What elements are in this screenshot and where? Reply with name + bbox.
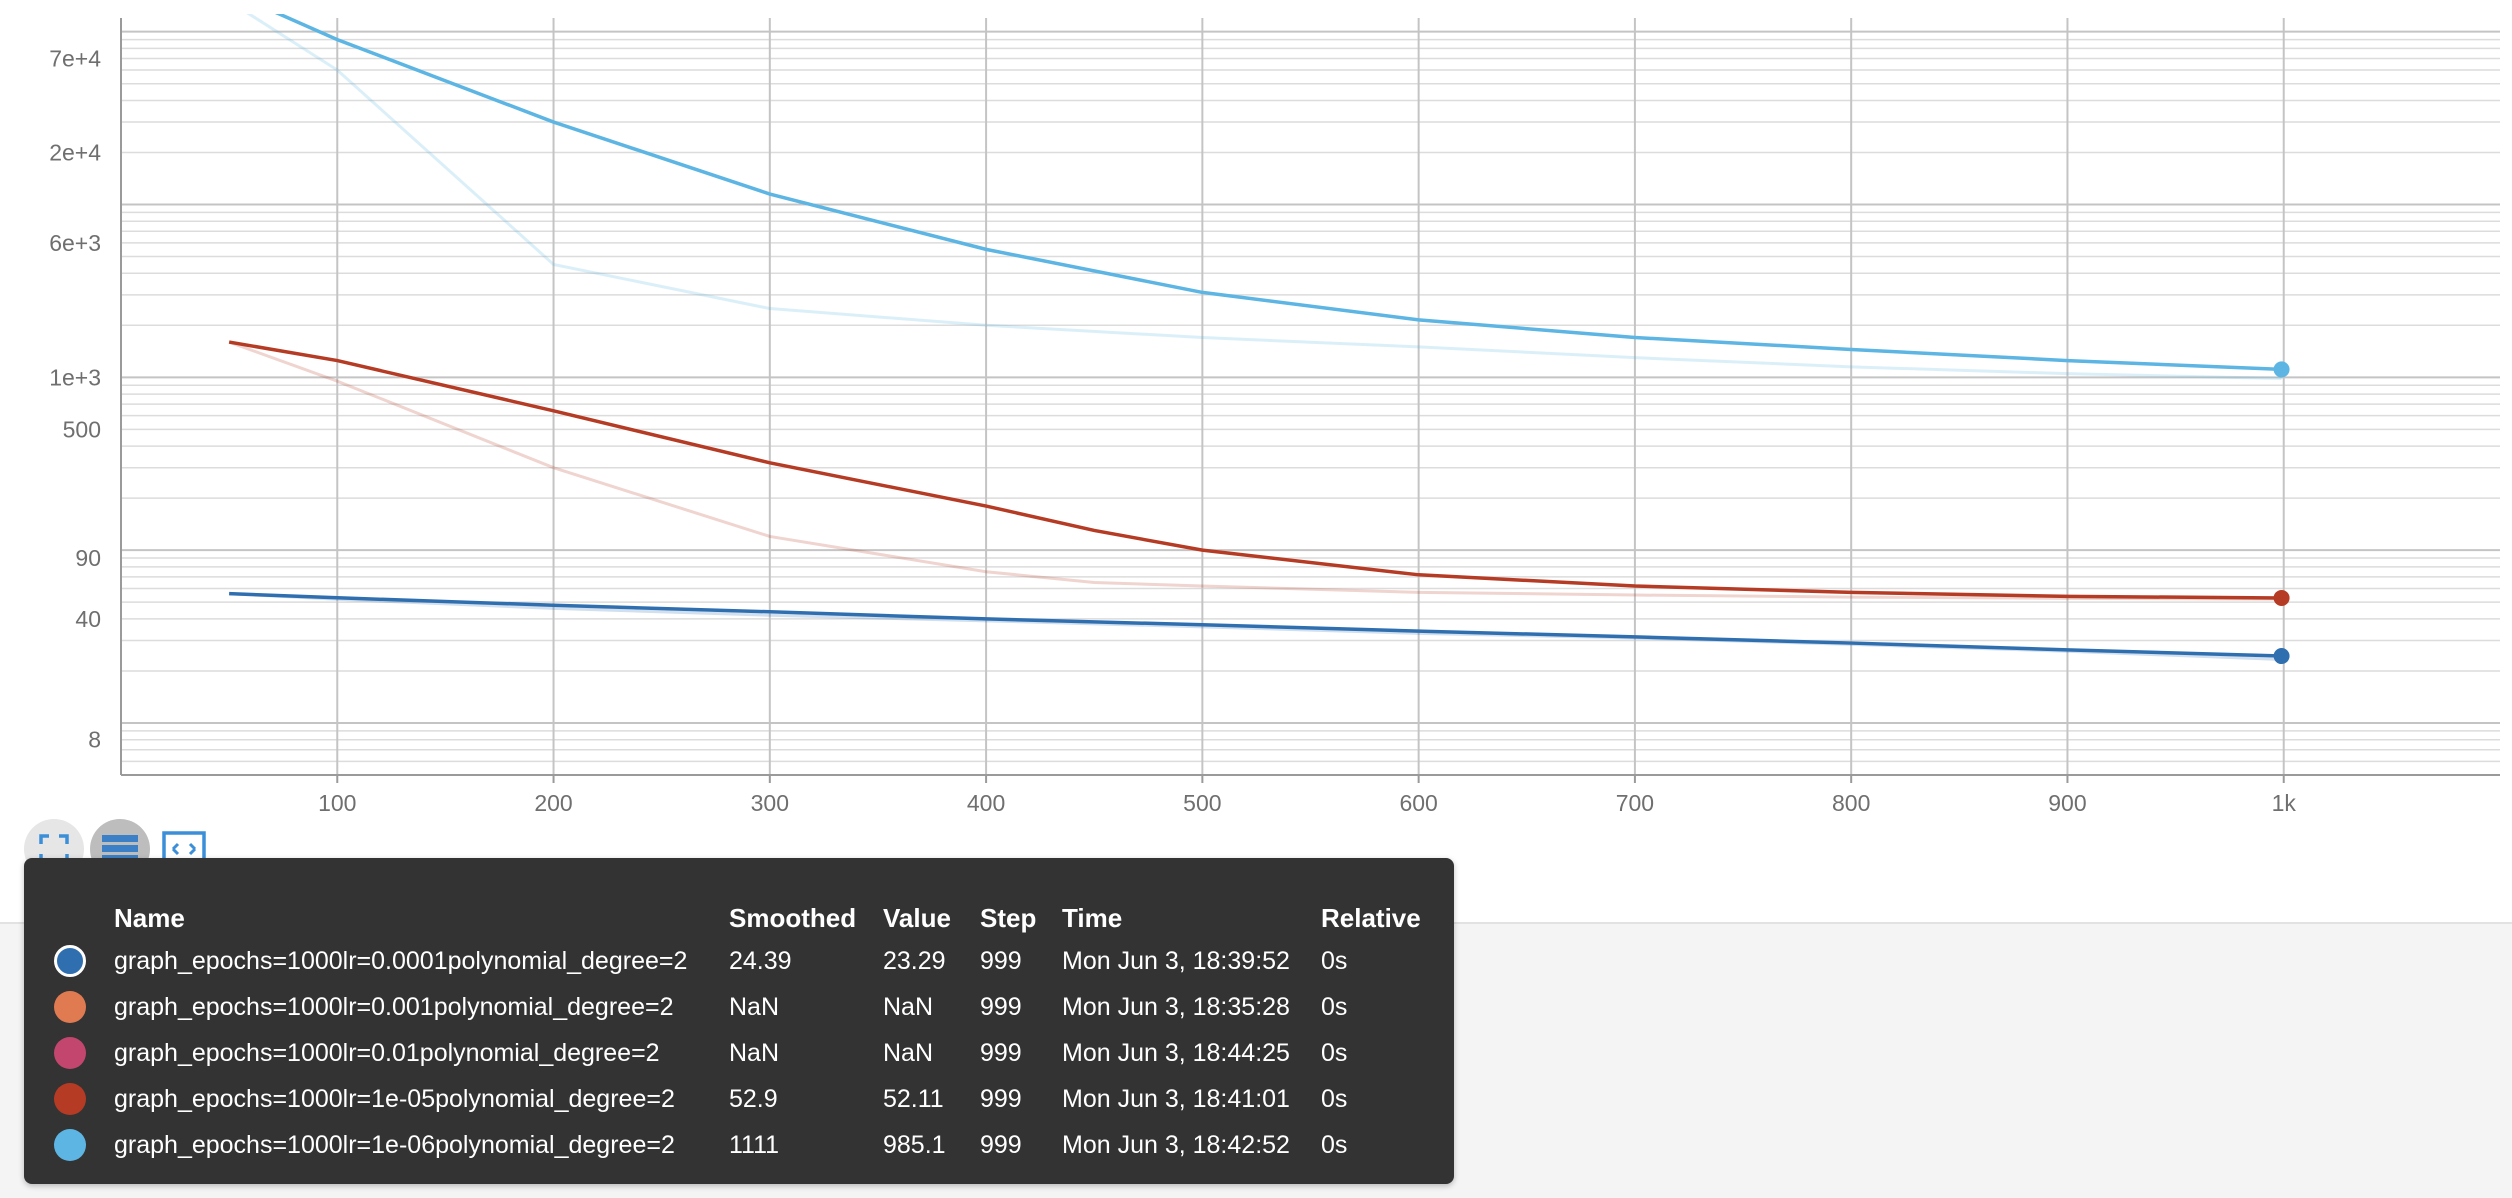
data-table: Name Smoothed Value Step Time Relative g… [24,898,1441,1168]
relative-value: 0s [1321,1084,1348,1113]
x-tick-label: 300 [751,790,789,816]
run-name: graph_epochs=1000lr=0.001polynomial_degr… [114,992,674,1021]
x-tick-label: 100 [318,790,356,816]
raw-value: NaN [883,1038,934,1067]
time-value: Mon Jun 3, 18:42:52 [1062,1130,1290,1159]
x-tick-label: 500 [1183,790,1221,816]
time-value: Mon Jun 3, 18:35:28 [1062,992,1290,1021]
x-tick-label: 700 [1616,790,1654,816]
series-raw-line [246,14,2282,380]
header-smoothed: Smoothed [729,902,857,933]
swatch-header [24,898,114,938]
x-tick-label: 900 [2048,790,2086,816]
y-tick-label: 7e+4 [49,45,101,71]
relative-value: 0s [1321,992,1348,1021]
table-header-row: Name Smoothed Value Step Time Relative [24,898,1441,938]
relative-value: 0s [1321,1130,1348,1159]
line-chart[interactable]: 8 40 90 500 1e+3 6e+3 2e+4 7e+4 100 200 300 400 500 6… [0,0,2512,820]
y-tick-label: 2e+4 [49,139,101,165]
table-row: graph_epochs=1000lr=1e-05polynomial_degr… [24,1076,1441,1122]
x-tick-label: 600 [1399,790,1437,816]
series-color-swatch [54,945,86,977]
y-tick-label: 8 [88,727,101,753]
data-table-tooltip: Name Smoothed Value Step Time Relative g… [24,858,1454,1184]
step-value: 999 [980,946,1022,975]
smoothed-value: 24.39 [729,946,792,975]
smoothed-value: 52.9 [729,1084,778,1113]
raw-value: 985.1 [883,1130,946,1159]
series-color-swatch [54,1037,86,1069]
step-value: 999 [980,1038,1022,1067]
x-tick-label: 200 [534,790,572,816]
axes: 8 40 90 500 1e+3 6e+3 2e+4 7e+4 100 200 300 400 500 6… [49,18,2500,816]
time-value: Mon Jun 3, 18:41:01 [1062,1084,1290,1113]
table-row: graph_epochs=1000lr=0.0001polynomial_deg… [24,938,1441,984]
series-smoothed-line [228,340,2282,600]
series-color-swatch [54,1083,86,1115]
header-relative: Relative [1321,902,1421,933]
y-tick-label: 500 [63,416,101,442]
series-smoothed-line [229,591,2282,658]
raw-value: NaN [883,992,934,1021]
fullscreen-icon [39,834,69,864]
run-name: graph_epochs=1000lr=0.01polynomial_degre… [114,1038,660,1067]
step-value: 999 [980,992,1022,1021]
series-end-point [2273,361,2290,378]
y-tick-label: 1e+3 [49,364,101,390]
smoothed-series-lines [228,14,2282,658]
series-color-swatch [54,991,86,1023]
series-smoothed-line [274,14,2282,372]
step-value: 999 [980,1130,1022,1159]
x-tick-label: 800 [1832,790,1870,816]
run-name: graph_epochs=1000lr=0.0001polynomial_deg… [114,946,688,975]
series-raw-line [228,340,2282,601]
smoothed-value: NaN [729,1038,780,1067]
header-step: Step [980,902,1037,933]
smoothed-value: 1111 [729,1130,780,1159]
relative-value: 0s [1321,1038,1348,1067]
table-row: graph_epochs=1000lr=0.01polynomial_degre… [24,1030,1441,1076]
series-end-markers [2273,361,2290,665]
x-tick-label: 1k [2272,790,2297,816]
header-value: Value [883,902,951,933]
header-time: Time [1062,902,1123,933]
table-row: graph_epochs=1000lr=0.001polynomial_degr… [24,984,1441,1030]
relative-value: 0s [1321,946,1348,975]
time-value: Mon Jun 3, 18:39:52 [1062,946,1290,975]
series-end-point [2273,648,2290,665]
y-tick-label: 90 [75,545,101,571]
raw-value: 23.29 [883,946,946,975]
series-color-swatch [54,1129,86,1161]
time-value: Mon Jun 3, 18:44:25 [1062,1038,1290,1067]
header-name: Name [114,902,185,933]
y-tick-label: 40 [75,606,101,632]
table-row: graph_epochs=1000lr=1e-06polynomial_degr… [24,1122,1441,1168]
y-tick-label: 6e+3 [49,230,101,256]
grid [121,18,2500,776]
run-name: graph_epochs=1000lr=1e-05polynomial_degr… [114,1084,675,1113]
x-tick-label: 400 [967,790,1005,816]
series-end-point [2273,589,2290,606]
smoothed-value: NaN [729,992,780,1021]
run-name: graph_epochs=1000lr=1e-06polynomial_degr… [114,1130,675,1159]
raw-value: 52.11 [883,1084,944,1113]
step-value: 999 [980,1084,1022,1113]
